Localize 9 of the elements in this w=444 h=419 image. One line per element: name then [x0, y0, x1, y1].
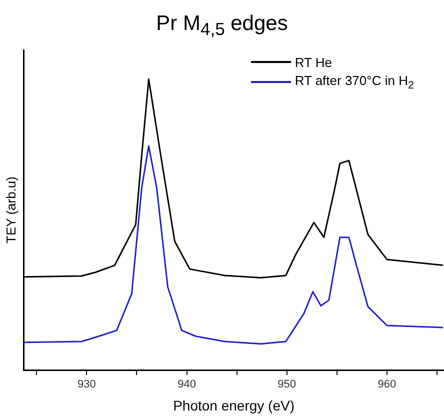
x-tick-label: 940 — [178, 378, 196, 391]
x-tick-label: 960 — [378, 378, 396, 391]
legend-label: RT He — [294, 54, 332, 70]
x-tick-label: 930 — [77, 378, 96, 391]
x-tick-label: 950 — [278, 378, 296, 391]
y-axis-title: TEY (arb.u) — [3, 176, 18, 244]
chart-title: Pr M$_{4,5}$ edges — [155, 11, 289, 40]
legend-label: RT after 370°C in H$_{2}$ — [294, 72, 414, 92]
x-axis-title: Photon energy (eV) — [173, 397, 295, 414]
